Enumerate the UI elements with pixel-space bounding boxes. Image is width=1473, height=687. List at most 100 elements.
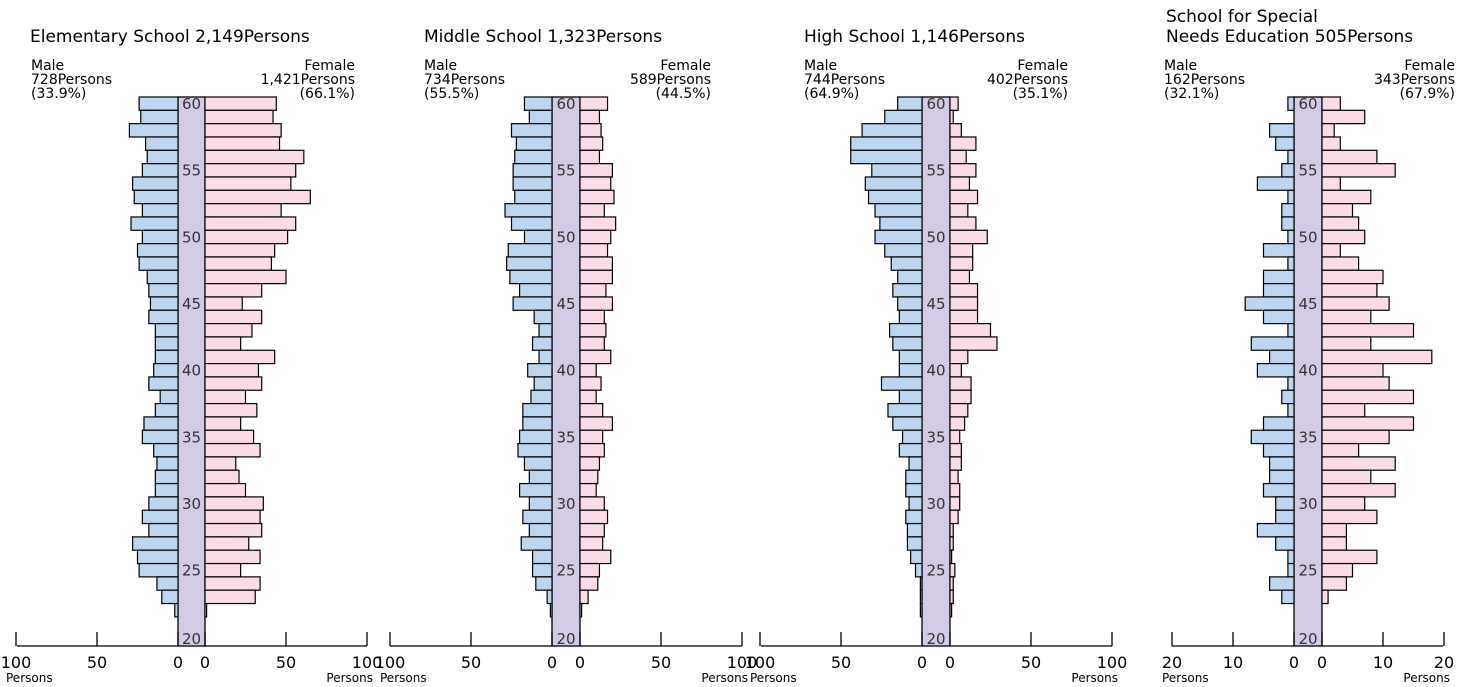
female-bar (579, 376, 602, 391)
female-bar (1321, 149, 1378, 165)
pyramid-panel: Middle School 1,323Persons Male734Persons… (375, 27, 758, 685)
male-count: 734Persons (424, 72, 505, 88)
male-bar (128, 123, 179, 138)
male-bar (887, 402, 923, 418)
male-bar (528, 496, 553, 511)
male-bar (514, 149, 553, 165)
male-bar (897, 296, 923, 311)
male-bar (531, 549, 553, 565)
male-bar (1256, 176, 1295, 191)
female-bar (579, 349, 612, 365)
age-tick-label: 40 (182, 362, 201, 380)
male-bar (141, 429, 179, 445)
female-bar (204, 602, 208, 618)
male-bar (154, 469, 179, 485)
x-tick-label: 0 (917, 653, 927, 672)
female-bar (949, 602, 953, 618)
female-bar (1321, 96, 1341, 111)
female-bar (579, 496, 605, 511)
female-bar (949, 336, 998, 351)
female-bar (1321, 549, 1378, 565)
female-bar (949, 349, 969, 365)
x-tick-label: 100 (352, 653, 383, 672)
female-bar (204, 323, 253, 338)
female-count: 402Persons (987, 72, 1068, 88)
male-bar (1287, 323, 1295, 338)
male-bar (908, 456, 923, 471)
age-tick-label: 45 (926, 295, 945, 313)
female-bar (949, 163, 977, 178)
male-percent: (32.1%) (1164, 86, 1219, 102)
female-bar (204, 123, 282, 138)
male-bar (148, 496, 179, 511)
male-count: 744Persons (804, 72, 885, 88)
female-bar (949, 149, 967, 165)
age-tick-label: 45 (556, 295, 575, 313)
age-tick-label: 30 (1298, 495, 1317, 513)
chart-title: Middle School 1,323Persons (424, 27, 662, 47)
male-bar (509, 269, 553, 285)
female-bar (204, 576, 261, 591)
male-bar (156, 576, 179, 591)
x-tick-label: 0 (173, 653, 183, 672)
male-bar (1262, 269, 1295, 285)
male-bar (531, 336, 553, 351)
male-bar (1275, 509, 1295, 525)
female-bar (1321, 363, 1384, 378)
male-bar (148, 376, 179, 391)
female-bar (1321, 109, 1366, 125)
male-percent: (33.9%) (31, 86, 86, 102)
male-bar (528, 109, 553, 125)
female-bar (579, 363, 597, 378)
male-bar (898, 442, 923, 458)
female-bar (949, 576, 954, 591)
male-bar (901, 429, 923, 445)
male-bar (138, 562, 179, 578)
male-bar (141, 509, 179, 525)
female-bar (1321, 243, 1341, 258)
female-bar (1321, 323, 1415, 338)
male-bar (538, 323, 553, 338)
male-bar (515, 136, 553, 151)
female-bar (949, 136, 977, 151)
age-tick-label: 60 (556, 95, 575, 113)
male-bar (518, 283, 553, 298)
male-bar (520, 536, 553, 551)
female-bar (579, 522, 605, 538)
male-count: 162Persons (1164, 72, 1245, 88)
female-bar (579, 309, 605, 325)
female-bar (949, 283, 979, 298)
male-bar (1281, 203, 1295, 218)
male-bar (910, 549, 923, 565)
male-bar (510, 216, 553, 231)
age-tick-label: 55 (1298, 162, 1317, 180)
age-tick-label: 50 (1298, 228, 1317, 246)
female-bar (949, 123, 962, 138)
female-bar (204, 96, 277, 111)
x-tick-label: 100 (727, 653, 758, 672)
age-tick-label: 35 (182, 428, 201, 446)
male-bar (533, 309, 553, 325)
male-bar (1287, 96, 1295, 111)
x-tick-label: 50 (1021, 653, 1041, 672)
female-bar (949, 376, 972, 391)
male-bar (1287, 549, 1295, 565)
female-bar (1321, 269, 1384, 285)
female-label: Female (304, 58, 355, 74)
age-tick-label: 40 (926, 362, 945, 380)
male-bar (874, 229, 923, 245)
female-bar (1321, 376, 1390, 391)
female-bar (949, 482, 961, 498)
male-bar (919, 589, 923, 605)
female-bar (949, 389, 972, 405)
female-bar (949, 442, 962, 458)
male-bar (1244, 296, 1295, 311)
female-bar (949, 109, 954, 125)
female-bar (579, 229, 612, 245)
female-bar (1321, 176, 1341, 191)
male-bar (140, 109, 179, 125)
male-bar (530, 389, 553, 405)
male-label: Male (31, 58, 64, 74)
male-bar (1281, 589, 1295, 605)
